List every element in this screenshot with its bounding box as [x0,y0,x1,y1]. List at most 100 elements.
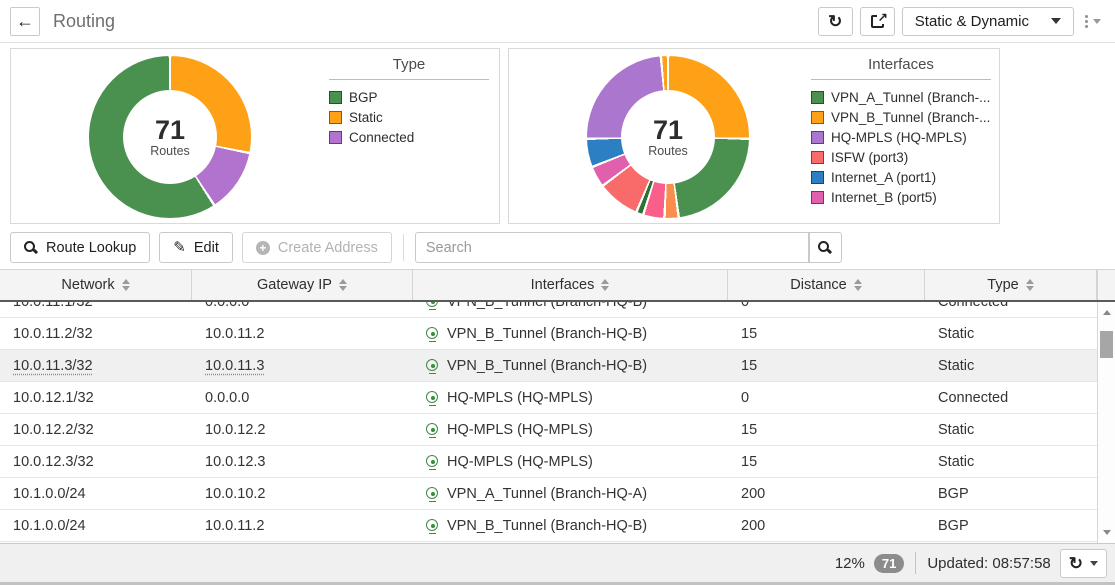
scrollbar-thumb[interactable] [1100,331,1113,358]
column-header-type[interactable]: Type [925,270,1097,300]
table-row[interactable]: 10.1.0.0/24 10.0.11.2 VPN_B_Tunnel (Branch… [0,510,1097,542]
distance-cell: 200 [728,478,925,509]
interface-cell: VPN_B_Tunnel (Branch-HQ-B) [413,318,728,349]
legend-item[interactable]: HQ-MPLS (HQ-MPLS) [811,130,991,145]
status-bar: 12% 71 Updated: 08:57:58 ↻ [0,543,1115,585]
legend-label: Internet_B (port5) [831,190,937,205]
legend-swatch-icon [329,111,342,124]
table-row[interactable]: 10.1.0.0/24 10.0.10.2 VPN_A_Tunnel (Branch… [0,478,1097,510]
route-count-badge: 71 [874,554,904,573]
route-lookup-button[interactable]: Route Lookup [10,232,150,263]
legend-item[interactable]: ISFW (port3) [811,150,991,165]
tunnel-interface-icon [426,519,439,532]
table-row[interactable]: 10.0.12.3/32 10.0.12.3 HQ-MPLS (HQ-MPLS) 15… [0,446,1097,478]
legend-swatch-icon [329,131,342,144]
legend-label: BGP [349,90,378,105]
network-cell: 10.0.11.1/32 [0,302,192,317]
search-icon [24,241,38,255]
network-cell: 10.0.12.3/32 [0,446,192,477]
tunnel-interface-icon [426,391,439,404]
type-cell: BGP [925,478,1097,509]
edit-button[interactable]: ✎ Edit [159,232,233,263]
legend-item[interactable]: Internet_A (port1) [811,170,991,185]
legend-swatch-icon [811,151,824,164]
column-header-interfaces[interactable]: Interfaces [413,270,728,300]
open-in-new-window-button[interactable] [860,7,895,36]
header-actions: ↻ Static & Dynamic [818,7,1105,36]
distance-cell: 15 [728,350,925,381]
chevron-down-icon [1090,561,1098,566]
tunnel-interface-icon [426,359,439,372]
interface-cell: HQ-MPLS (HQ-MPLS) [413,382,728,413]
legend-swatch-icon [811,171,824,184]
footer-divider [915,552,916,574]
legend-label: VPN_B_Tunnel (Branch-... [831,110,990,125]
column-header-distance[interactable]: Distance [728,270,925,300]
header-scrollbar-stub [1097,270,1115,300]
type-cell: Static [925,350,1097,381]
network-cell: 10.1.0.0/24 [0,478,192,509]
table-row[interactable]: 10.0.12.2/32 10.0.12.2 HQ-MPLS (HQ-MPLS) 15… [0,414,1097,446]
legend-label: HQ-MPLS (HQ-MPLS) [831,130,967,145]
legend-item[interactable]: BGP [329,90,489,105]
scroll-up-button[interactable] [1098,304,1115,320]
legend-title: Type [329,56,489,80]
scroll-down-button[interactable] [1098,524,1115,540]
search-icon [818,241,832,255]
table-row[interactable]: 10.0.12.1/32 0.0.0.0 HQ-MPLS (HQ-MPLS) 0 Con… [0,382,1097,414]
network-cell: 10.0.11.2/32 [0,318,192,349]
legend-item[interactable]: Internet_B (port5) [811,190,991,205]
legend-label: VPN_A_Tunnel (Branch-... [831,90,990,105]
legend-label: Connected [349,130,414,145]
chevron-down-icon [1093,19,1101,24]
distance-cell: 15 [728,318,925,349]
back-button[interactable]: ← [10,7,40,36]
route-count: 71 [653,116,683,144]
refresh-icon: ↻ [1069,555,1083,572]
legend-swatch-icon [329,91,342,104]
legend-item[interactable]: VPN_A_Tunnel (Branch-... [811,90,991,105]
page-title: Routing [53,11,115,32]
legend-swatch-icon [811,111,824,124]
type-donut-chart[interactable]: 71 Routes [89,56,251,218]
chevron-down-icon [1103,530,1111,535]
toolbar-divider [403,234,404,261]
type-cell: Static [925,414,1097,445]
updated-timestamp: Updated: 08:57:58 [927,555,1050,572]
footer-refresh-button[interactable]: ↻ [1060,549,1107,578]
refresh-icon: ↻ [828,13,842,30]
legend-item[interactable]: Connected [329,130,489,145]
tunnel-interface-icon [426,423,439,436]
column-header-gateway-ip[interactable]: Gateway IP [192,270,413,300]
column-header-network[interactable]: Network [0,270,192,300]
legend-swatch-icon [811,131,824,144]
gateway-ip-cell: 0.0.0.0 [192,302,413,317]
table-row[interactable]: 10.0.11.2/32 10.0.11.2 VPN_B_Tunnel (Branc… [0,318,1097,350]
legend-swatch-icon [811,191,824,204]
percent-shown: 12% [835,555,865,572]
route-count-label: Routes [648,144,688,158]
interfaces-donut-chart[interactable]: 71 Routes [587,56,749,218]
refresh-button[interactable]: ↻ [818,7,853,36]
table-header: Network Gateway IP Interfaces Distance T… [0,269,1115,302]
type-cell: Static [925,446,1097,477]
legend-item[interactable]: VPN_B_Tunnel (Branch-... [811,110,991,125]
search-button[interactable] [809,232,842,263]
type-cell: Static [925,318,1097,349]
create-address-button[interactable]: + Create Address [242,232,392,263]
route-filter-dropdown[interactable]: Static & Dynamic [902,7,1074,36]
table-rows: 10.0.11.1/320.0.0.0VPN_B_Tunnel (Branch-… [0,302,1097,543]
legend-item[interactable]: Static [329,110,489,125]
search-input[interactable] [415,232,809,263]
route-filter-value: Static & Dynamic [915,13,1029,30]
gateway-ip-cell: 10.0.11.3 [192,350,413,381]
vertical-scrollbar[interactable] [1097,302,1115,543]
more-options-button[interactable] [1081,15,1105,28]
table-row[interactable]: 10.0.11.3/32 10.0.11.3 VPN_B_Tunnel (Branc… [0,350,1097,382]
legend-label: Internet_A (port1) [831,170,936,185]
sort-icon [122,279,130,291]
route-count: 71 [155,116,185,144]
sort-icon [339,279,347,291]
app-header: ← Routing ↻ Static & Dynamic [0,0,1115,43]
table-row[interactable]: 10.0.11.1/320.0.0.0VPN_B_Tunnel (Branch-… [0,302,1097,318]
